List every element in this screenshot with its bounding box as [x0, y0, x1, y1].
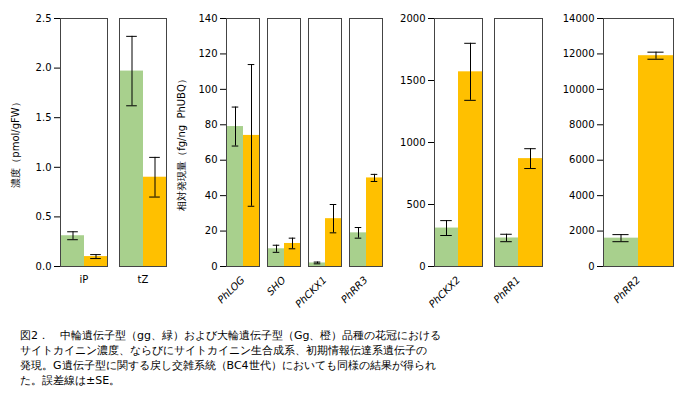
svg-text:濃度（pmol/gFW）: 濃度（pmol/gFW） [10, 97, 21, 187]
svg-text:相対発現量（fg/ng PhUBQ）: 相対発現量（fg/ng PhUBQ） [176, 74, 187, 211]
svg-text:PhRR2: PhRR2 [611, 274, 642, 305]
svg-text:2.0: 2.0 [36, 62, 52, 73]
svg-text:PhRR3: PhRR3 [339, 274, 370, 305]
svg-text:PhCKX1: PhCKX1 [293, 274, 328, 309]
svg-text:1.0: 1.0 [36, 162, 52, 173]
svg-text:tZ: tZ [138, 274, 149, 285]
svg-text:0.5: 0.5 [36, 211, 52, 222]
svg-text:12000: 12000 [563, 48, 595, 59]
svg-text:500: 500 [406, 199, 425, 210]
svg-text:14000: 14000 [563, 13, 595, 24]
svg-text:1.5: 1.5 [36, 112, 52, 123]
html-text:サイトカイニン濃度、ならびにサイトカイニン生合成系、初期情報: サイトカイニン濃度、ならびにサイトカイニン生合成系、初期情報伝達系遺伝子の [20, 344, 427, 357]
svg-text:8000: 8000 [569, 119, 594, 130]
html-text:図2． 中輪遺伝子型（gg、緑）および大輪遺伝子型（Gg、橙: 図2． 中輪遺伝子型（gg、緑）および大輪遺伝子型（Gg、橙）品種の花冠における [20, 329, 442, 342]
svg-text:80: 80 [205, 119, 218, 130]
svg-text:100: 100 [198, 84, 217, 95]
svg-text:40: 40 [205, 190, 218, 201]
svg-text:4000: 4000 [569, 190, 594, 201]
svg-text:0.0: 0.0 [36, 261, 52, 272]
svg-text:iP: iP [80, 274, 89, 285]
svg-text:2.5: 2.5 [36, 13, 52, 24]
svg-text:6000: 6000 [569, 154, 594, 165]
svg-text:140: 140 [198, 13, 217, 24]
svg-text:0: 0 [588, 261, 594, 272]
svg-text:20: 20 [205, 225, 218, 236]
html-text:発現。G遺伝子型に関する戻し交雑系統（BC4世代）においても: 発現。G遺伝子型に関する戻し交雑系統（BC4世代）においても同様の結果が得られ [20, 359, 436, 372]
svg-text:2000: 2000 [569, 225, 594, 236]
svg-text:10000: 10000 [563, 84, 595, 95]
svg-text:PhRR1: PhRR1 [491, 274, 522, 305]
svg-text:SHO: SHO [265, 274, 288, 297]
svg-text:PhLOG: PhLOG [215, 274, 246, 305]
svg-text:120: 120 [198, 48, 217, 59]
svg-text:1000: 1000 [400, 137, 425, 148]
svg-text:PhCKX2: PhCKX2 [427, 274, 462, 309]
svg-text:1500: 1500 [400, 75, 425, 86]
svg-text:0: 0 [211, 261, 217, 272]
svg-text:0: 0 [419, 261, 425, 272]
html-text:た。誤差線は±SE。: た。誤差線は±SE。 [20, 374, 121, 387]
svg-text:60: 60 [205, 154, 218, 165]
svg-text:2000: 2000 [400, 13, 425, 24]
